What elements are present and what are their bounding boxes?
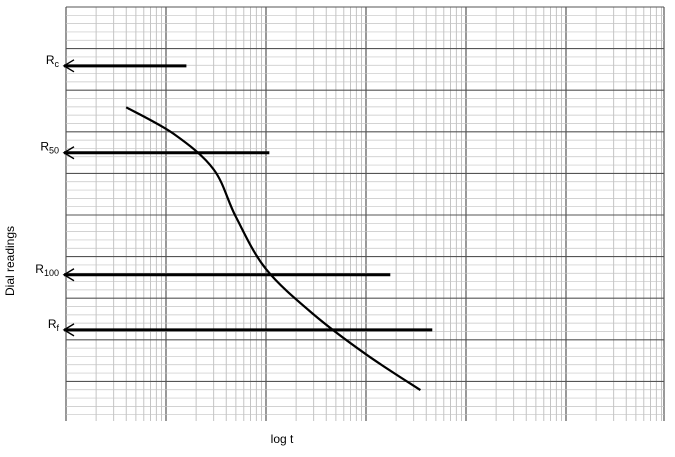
- chart-grid: [65, 6, 665, 421]
- reference-label-f: Rf: [48, 317, 60, 333]
- arrowhead-icon: [62, 59, 75, 73]
- arrowhead-icon: [62, 323, 75, 337]
- y-axis-label: Dial readings: [3, 226, 17, 296]
- reference-labels: Rc R50 R100 Rf: [35, 53, 59, 333]
- reference-lines: [62, 59, 433, 337]
- arrowhead-icon: [62, 146, 75, 160]
- arrowhead-icon: [62, 268, 75, 282]
- dial-reading-curve: [125, 106, 422, 392]
- reference-label-c: Rc: [46, 53, 60, 69]
- reference-label-100: R100: [35, 262, 59, 278]
- reference-label-50: R50: [40, 140, 59, 156]
- x-axis-label: log t: [271, 432, 294, 446]
